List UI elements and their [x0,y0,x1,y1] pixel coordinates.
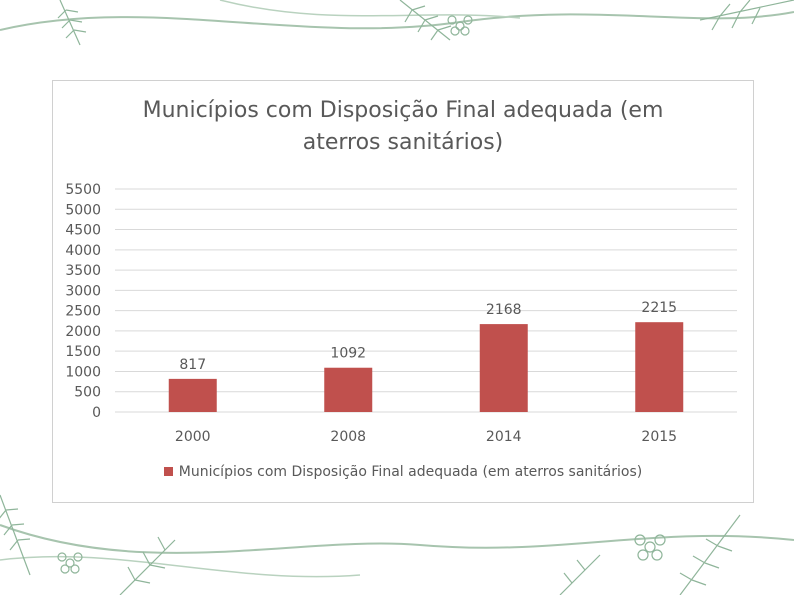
y-tick-label: 5500 [65,182,101,198]
flower-icon [57,552,83,574]
chart-frame: Municípios com Disposição Final adequada… [52,80,754,503]
chart-title-line-2: aterros sanitários) [302,130,504,155]
y-tick-label: 4000 [65,243,101,259]
y-tick-label: 0 [92,405,101,421]
y-tick-label: 2000 [65,324,101,340]
y-tick-label: 500 [74,385,101,401]
y-tick-label: 2500 [65,304,101,320]
y-tick-label: 4500 [65,223,101,239]
bar [324,367,373,412]
chart-title-line-1: Municípios com Disposição Final adequada… [142,98,664,123]
y-tick-label: 3000 [65,283,101,299]
bar-chart-plot: 0 500 1000 1500 2000 2500 3000 3500 4000 4500 5000… [65,182,737,445]
bar [168,378,217,412]
y-tick-label: 1500 [65,344,101,360]
x-tick-label: 2015 [641,429,677,445]
x-tick-label: 2000 [175,429,211,445]
bar [635,322,684,412]
x-tick-label: 2014 [486,429,522,445]
data-label: 817 [179,357,206,373]
data-label: 1092 [330,346,366,362]
legend-label: Municípios com Disposição Final adequada… [178,464,643,480]
data-label: 2168 [486,302,522,318]
top-foliage-decoration [0,0,794,46]
y-tick-label: 3500 [65,263,101,279]
flower-icon [447,15,473,36]
y-tick-label: 5000 [65,202,101,218]
chart-legend: Municípios com Disposição Final adequada… [53,464,753,480]
legend-swatch [163,467,173,476]
data-label: 2215 [641,300,677,316]
y-tick-label: 1000 [65,364,101,380]
chart-title: Municípios com Disposição Final adequada… [53,95,753,159]
flower-icon [634,534,666,561]
bar [479,324,528,412]
x-tick-label: 2008 [330,429,366,445]
